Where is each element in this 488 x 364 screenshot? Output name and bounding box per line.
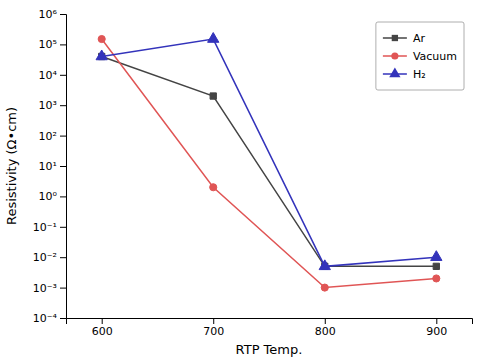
legend-label: Ar <box>413 32 426 45</box>
y-tick: 10⁻¹ <box>33 221 66 234</box>
x-tick-mark <box>213 318 214 324</box>
y-tick-label: 10⁴ <box>39 69 58 82</box>
x-tick: 600 <box>92 318 113 338</box>
y-tick-mark <box>60 166 66 167</box>
x-tick: 800 <box>315 318 336 338</box>
series-point <box>208 33 219 43</box>
y-tick-label: 10⁻³ <box>33 282 57 295</box>
x-tick-label: 900 <box>426 325 447 338</box>
series-point <box>433 263 439 269</box>
y-tick-mark <box>60 318 66 319</box>
y-tick-mark <box>60 257 66 258</box>
x-tick-label: 600 <box>92 325 113 338</box>
y-tick: 10⁻² <box>33 251 66 264</box>
y-tick-label: 10⁶ <box>39 8 58 21</box>
y-tick-label: 10⁻² <box>33 251 57 264</box>
y-axis-line <box>60 15 67 319</box>
x-tick-label: 700 <box>203 325 224 338</box>
legend-swatch-marker <box>392 35 398 41</box>
y-tick: 10² <box>39 130 66 143</box>
legend-item: Ar <box>383 32 426 45</box>
y-tick-label: 10⁻⁴ <box>33 312 58 325</box>
y-tick: 10⁻⁴ <box>33 312 66 325</box>
x-tick: 900 <box>426 318 447 338</box>
series-point <box>98 35 105 42</box>
y-tick: 10⁶ <box>39 8 66 21</box>
y-tick-label: 10⁻¹ <box>33 221 57 234</box>
y-tick-mark <box>60 227 66 228</box>
series-point <box>210 184 217 191</box>
y-tick-label: 10³ <box>39 99 57 112</box>
y-tick-label: 10⁵ <box>39 38 57 51</box>
y-tick-mark <box>60 136 66 137</box>
legend-box <box>376 22 464 90</box>
y-tick-label: 10² <box>39 130 57 143</box>
legend-item: H₂ <box>383 67 426 80</box>
x-tick-mark <box>102 318 103 324</box>
y-tick-mark <box>60 44 66 45</box>
legend: Ar Vacuum H₂ <box>376 22 464 90</box>
x-tick-mark <box>436 318 437 324</box>
x-tick-mark <box>325 318 326 324</box>
y-tick-mark <box>60 288 66 289</box>
y-tick: 10⁴ <box>39 69 66 82</box>
chart: 600 700 800 900 10⁻⁴ 10⁻³ 10⁻² 10⁻¹ 10⁰ 10¹ 10² 10³… <box>0 0 488 364</box>
legend-item: Vacuum <box>383 50 457 63</box>
plot-area: 600 700 800 900 10⁻⁴ 10⁻³ 10⁻² 10⁻¹ 10⁰ 10¹ 10² 10³… <box>33 8 473 338</box>
series-point <box>433 275 440 282</box>
x-axis-title: RTP Temp. <box>236 342 303 357</box>
y-tick: 10³ <box>39 99 66 112</box>
x-axis-line <box>67 319 473 325</box>
series-point <box>210 93 216 99</box>
y-tick-mark <box>60 196 66 197</box>
y-tick-mark <box>60 75 66 76</box>
y-tick-label: 10⁰ <box>39 190 58 203</box>
series-point <box>431 251 442 261</box>
y-tick-label: 10¹ <box>39 160 57 173</box>
x-tick-label: 800 <box>315 325 336 338</box>
legend-swatch-marker <box>391 52 398 59</box>
y-tick: 10⁻³ <box>33 282 66 295</box>
series-point <box>96 50 107 60</box>
y-tick: 10⁰ <box>39 190 66 203</box>
series <box>98 35 440 291</box>
y-axis-title: Resistivity (Ω•cm) <box>4 107 19 225</box>
legend-label: Vacuum <box>413 50 457 63</box>
y-tick-mark <box>60 105 66 106</box>
x-tick: 700 <box>203 318 224 338</box>
y-tick: 10⁵ <box>39 38 66 51</box>
legend-label: H₂ <box>413 68 426 81</box>
series-point <box>321 284 328 291</box>
series-point <box>319 260 330 270</box>
x-axis: 600 700 800 900 <box>67 318 473 338</box>
y-tick: 10¹ <box>39 160 66 173</box>
legend-swatch-marker <box>389 67 400 77</box>
y-tick-mark <box>60 14 66 15</box>
y-axis: 10⁻⁴ 10⁻³ 10⁻² 10⁻¹ 10⁰ 10¹ 10² 10³ 10⁴ 10⁵ 10⁶ <box>33 8 67 325</box>
